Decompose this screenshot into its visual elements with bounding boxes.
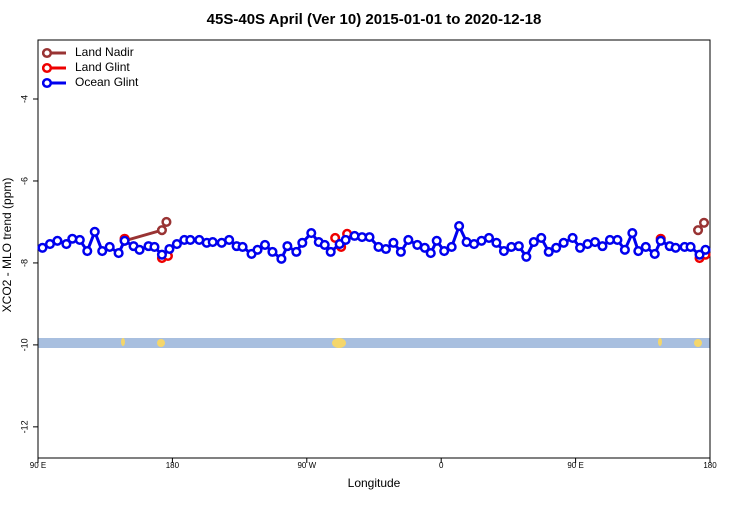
point <box>575 242 586 253</box>
point <box>693 225 704 236</box>
y-axis-label: XCO2 - MLO trend (ppm) <box>0 178 14 313</box>
point <box>700 244 711 255</box>
point <box>104 241 115 253</box>
point <box>134 244 145 255</box>
point <box>252 244 263 255</box>
point <box>388 237 399 248</box>
legend-label: Land Glint <box>75 60 130 74</box>
point <box>224 234 235 246</box>
point <box>558 237 569 248</box>
point <box>97 245 108 257</box>
point <box>276 253 287 264</box>
point <box>655 235 666 246</box>
point <box>156 225 167 236</box>
point <box>325 246 336 257</box>
land-mark <box>121 338 125 346</box>
point <box>619 244 630 255</box>
point <box>567 232 578 243</box>
point <box>185 234 196 246</box>
point <box>597 241 608 252</box>
point <box>52 235 63 246</box>
legend-marker <box>41 62 53 74</box>
legend-label: Land Nadir <box>75 45 134 59</box>
point <box>491 237 502 248</box>
point <box>454 221 465 232</box>
point <box>207 236 218 248</box>
point <box>694 249 705 260</box>
point <box>513 241 524 252</box>
point <box>282 241 293 252</box>
point <box>640 241 651 253</box>
x-tick-label: 180 <box>703 461 717 470</box>
point <box>171 239 182 250</box>
y-tick-label: -6 <box>19 177 29 185</box>
point <box>319 239 330 250</box>
point <box>89 226 100 237</box>
point <box>633 245 644 257</box>
point <box>431 235 442 246</box>
point <box>291 246 302 257</box>
land-mark <box>157 339 165 347</box>
point <box>589 236 601 248</box>
x-axis-label: Longitude <box>348 476 401 490</box>
point <box>364 232 375 243</box>
point <box>419 242 430 253</box>
point <box>259 239 271 250</box>
point <box>161 216 172 228</box>
point <box>439 245 450 257</box>
point <box>685 241 696 253</box>
point <box>528 236 539 248</box>
point <box>612 234 623 246</box>
point <box>627 227 638 239</box>
x-tick-label: 90 E <box>30 461 46 470</box>
point <box>37 242 48 253</box>
point <box>340 234 351 246</box>
point <box>649 248 660 259</box>
x-tick-label: 90 E <box>567 461 583 470</box>
point <box>425 248 436 259</box>
point <box>237 241 248 253</box>
point <box>82 245 93 257</box>
y-tick-label: -10 <box>19 338 29 351</box>
point <box>156 249 167 260</box>
x-tick-label: 90 W <box>297 461 316 470</box>
legend-marker <box>41 77 53 89</box>
legend-marker <box>41 47 53 59</box>
point <box>483 232 495 243</box>
chart-title: 45S-40S April (Ver 10) 2015-01-01 to 202… <box>207 11 542 28</box>
point <box>403 234 414 246</box>
land-mark <box>658 338 662 346</box>
point <box>267 246 278 257</box>
point <box>119 235 130 246</box>
point <box>536 232 547 243</box>
map-strip <box>38 338 710 348</box>
point <box>306 227 317 239</box>
legend-label: Ocean Glint <box>75 75 139 89</box>
land-mark <box>332 338 346 348</box>
y-tick-label: -8 <box>19 259 29 267</box>
x-tick-label: 0 <box>439 461 444 470</box>
point <box>551 242 562 253</box>
point <box>297 237 308 248</box>
land-mark <box>694 339 702 347</box>
point <box>395 246 406 257</box>
point <box>670 242 681 253</box>
point <box>521 251 532 262</box>
y-tick-label: -12 <box>19 420 29 433</box>
point <box>149 241 160 253</box>
y-tick-label: -4 <box>19 95 29 103</box>
point <box>543 246 554 257</box>
point <box>113 248 124 259</box>
point <box>164 243 175 255</box>
point <box>74 234 85 246</box>
point <box>698 217 710 228</box>
point <box>61 239 72 250</box>
point <box>380 243 391 255</box>
point <box>498 245 509 257</box>
point <box>446 241 457 253</box>
x-tick-label: 180 <box>166 461 180 470</box>
